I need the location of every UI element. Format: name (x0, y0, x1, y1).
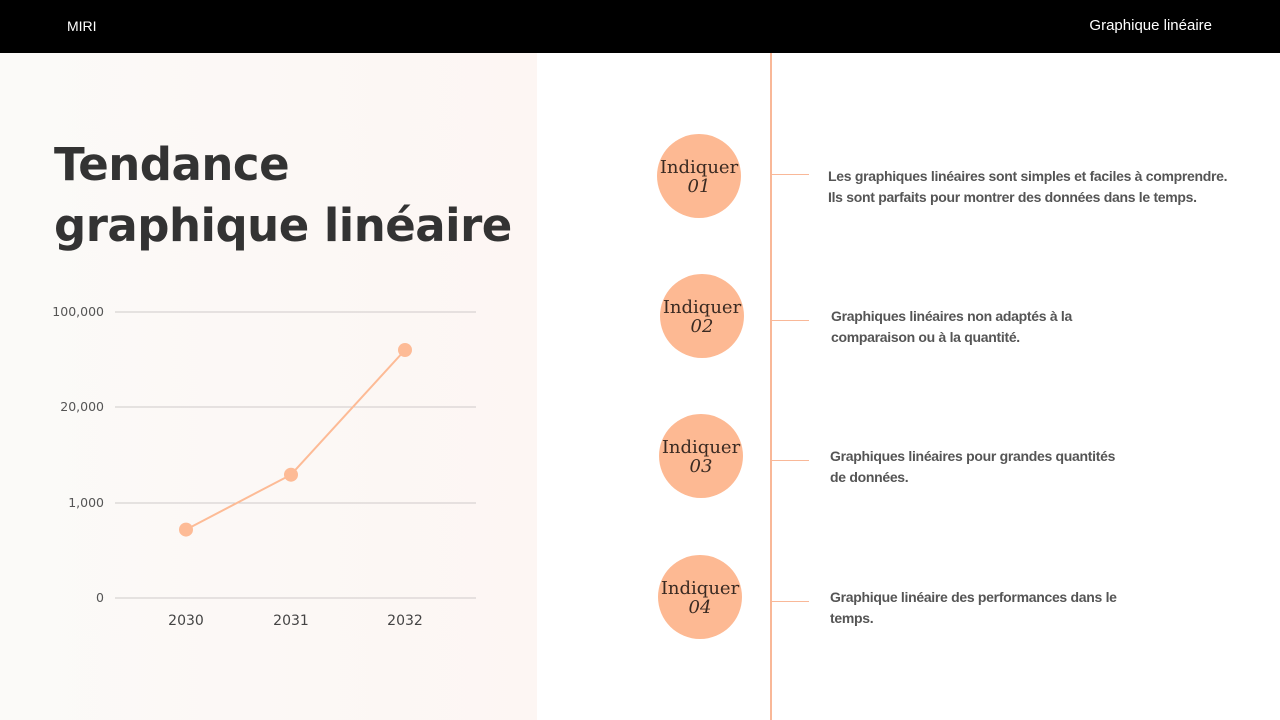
connector-line (772, 320, 809, 321)
description-line-1: Graphiques linéaires non adaptés à la (831, 308, 1072, 324)
y-tick-label: 100,000 (52, 304, 104, 319)
top-bar: MIRI Graphique linéaire (0, 0, 1280, 53)
point-description: Graphiques linéaires pour grandes quanti… (830, 446, 1115, 488)
connector-line (772, 601, 809, 602)
point-number: 01 (687, 176, 711, 197)
point-label: Indiquer (659, 157, 739, 178)
header-title: Graphique linéaire (1089, 17, 1212, 34)
title-line-1: Tendance (54, 138, 290, 191)
connector-line (772, 174, 809, 175)
point-label: Indiquer (661, 437, 741, 458)
point-label: Indiquer (660, 578, 740, 599)
description-line-2: Ils sont parfaits pour montrer des donné… (828, 189, 1197, 205)
point-number: 02 (690, 316, 714, 337)
description-line-2: temps. (830, 610, 874, 626)
y-tick-label: 20,000 (60, 399, 104, 414)
point-description: Les graphiques linéaires sont simples et… (828, 166, 1228, 208)
data-point (179, 522, 193, 537)
point-badge: Indiquer 02 (660, 274, 744, 358)
point-badge: Indiquer 01 (657, 134, 741, 218)
data-point (284, 467, 298, 482)
title-line-2: graphique linéaire (54, 199, 512, 252)
point-badge: Indiquer 04 (658, 555, 742, 639)
description-line-1: Graphique linéaire des performances dans… (830, 589, 1117, 605)
line-chart: 0 1,000 20,000 100,000 2030 2031 2032 (52, 304, 476, 629)
point-number: 03 (689, 456, 713, 477)
y-tick-label: 0 (96, 590, 104, 605)
description-line-2: de données. (830, 469, 909, 485)
point-description: Graphiques linéaires non adaptés à la co… (831, 306, 1072, 348)
brand: MIRI (67, 18, 97, 34)
x-tick-label: 2032 (387, 613, 423, 629)
x-tick-label: 2031 (273, 613, 309, 629)
point-badge: Indiquer 03 (659, 414, 743, 498)
point-description: Graphique linéaire des performances dans… (830, 587, 1117, 629)
slide-title: Tendance graphique linéaire (54, 134, 512, 256)
data-point (398, 343, 412, 357)
point-label: Indiquer (662, 297, 742, 318)
connector-line (772, 460, 809, 461)
description-line-1: Les graphiques linéaires sont simples et… (828, 168, 1228, 184)
x-tick-label: 2030 (168, 613, 204, 629)
point-number: 04 (688, 597, 712, 618)
timeline-line (770, 53, 772, 720)
description-line-1: Graphiques linéaires pour grandes quanti… (830, 448, 1116, 464)
left-panel (0, 53, 537, 720)
description-line-2: comparaison ou à la quantité. (831, 329, 1020, 345)
y-tick-label: 1,000 (68, 495, 104, 510)
